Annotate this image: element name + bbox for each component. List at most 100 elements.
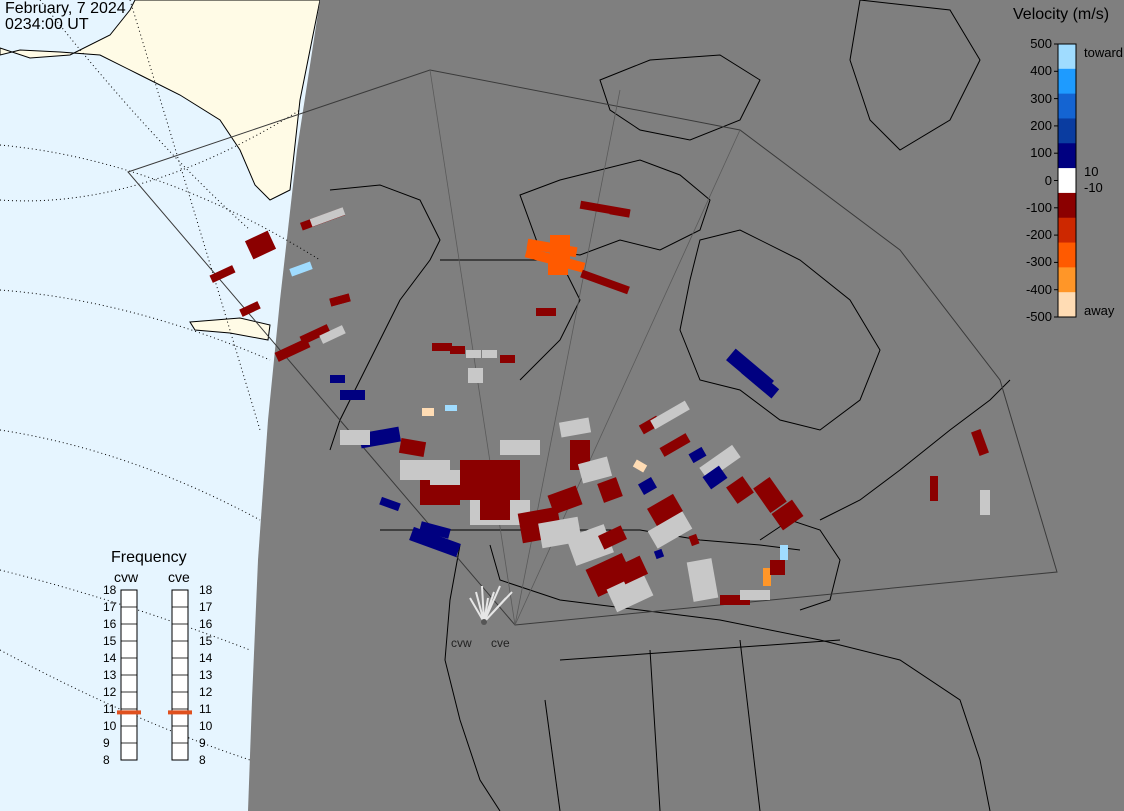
radar-scatter-cell xyxy=(500,355,515,363)
radar-scatter-cell xyxy=(740,363,780,399)
colorbar-title: Velocity (m/s) xyxy=(1013,6,1110,23)
radar-scatter-cell xyxy=(422,408,434,416)
radar-scatter-cell xyxy=(274,338,311,362)
radar-scatter-cell xyxy=(482,350,497,358)
radar-scatter-cell xyxy=(930,476,938,501)
colorbar-segment xyxy=(1058,242,1076,268)
frequency-marker xyxy=(117,710,141,715)
radar-scatter-cell xyxy=(450,346,465,354)
latitude-gridline xyxy=(0,649,251,761)
colorbar-tick-label: 200 xyxy=(1030,117,1052,133)
near-range-beam xyxy=(481,585,485,623)
colorbar-segment xyxy=(1058,192,1076,219)
latitude-gridline xyxy=(0,109,301,202)
colorbar-tick-label: 100 xyxy=(1030,145,1052,161)
latitude-gridline xyxy=(0,569,251,651)
radar-scatter-cell xyxy=(688,533,700,547)
radar-scatter-cell xyxy=(580,269,630,295)
radar-scatter-cell xyxy=(430,470,460,485)
radar-scatter-cell xyxy=(598,525,627,550)
time-label: 0234:00 UT xyxy=(5,16,89,33)
radar-scatter-cell xyxy=(244,230,277,260)
alaska-daylit-land xyxy=(0,0,321,201)
coastline-border xyxy=(444,544,501,811)
radar-scatter-cell xyxy=(606,572,654,613)
colorbar-tick-label: -100 xyxy=(1025,199,1052,215)
radar-scatter-cell xyxy=(239,301,261,317)
radar-scatter-cell xyxy=(688,446,707,464)
frequency-tick-label: 18 xyxy=(199,583,213,597)
frequency-tick-label: 18 xyxy=(103,583,117,597)
colorbar-toward-label: toward xyxy=(1084,45,1124,60)
radar-scatter-cell xyxy=(299,324,331,345)
radar-scatter-cell xyxy=(763,568,771,586)
radar-scatter-cell xyxy=(740,590,770,600)
frequency-tick-label: 10 xyxy=(103,719,117,733)
coastline-border xyxy=(649,649,661,811)
latitude-gridline xyxy=(39,0,251,231)
radar-scatter-cell xyxy=(726,476,754,504)
coastline-border xyxy=(440,259,581,381)
radar-scatter-cell xyxy=(480,480,510,520)
frequency-tick-label: 14 xyxy=(199,651,213,665)
frequency-radar-cvw-label: cvw xyxy=(114,569,139,585)
radar-scatter-cell xyxy=(686,558,719,602)
radar-scatter-cell xyxy=(524,247,586,273)
colorbar-segment xyxy=(1058,68,1076,95)
frequency-tick-label: 8 xyxy=(103,753,110,767)
radar-scatter-cell xyxy=(398,437,427,458)
radar-scatter-cell xyxy=(340,430,370,445)
radar-scatter-cell xyxy=(419,521,451,539)
frequency-marker xyxy=(168,710,192,715)
coastline-border xyxy=(559,639,841,661)
alaska-peninsula xyxy=(189,317,271,341)
radar-scatter-cell xyxy=(616,555,649,585)
frequency-tick-label: 12 xyxy=(103,685,117,699)
radar-scatter-cell xyxy=(753,476,787,514)
radar-scatter-cell xyxy=(547,485,583,515)
frequency-tick-label: 16 xyxy=(199,617,213,631)
near-range-beam xyxy=(475,591,485,623)
frequency-tick-label: 15 xyxy=(103,634,117,648)
frequency-tick-label: 15 xyxy=(199,634,213,648)
frequency-tick-label: 14 xyxy=(103,651,117,665)
frequency-tick-label: 11 xyxy=(103,702,116,716)
coastline-border xyxy=(819,379,1011,521)
colorbar-tick-label: 400 xyxy=(1030,63,1052,79)
colorbar-segment xyxy=(1058,118,1076,144)
colorbar-tick-label: 0 xyxy=(1044,172,1052,188)
frequency-tick-label: 17 xyxy=(199,600,213,614)
radar-field-of-view xyxy=(127,69,1058,626)
colorbar-segment xyxy=(1058,267,1076,293)
frequency-tick-label: 13 xyxy=(103,668,117,682)
radar-scatter-cell xyxy=(466,350,481,358)
frequency-tick-label: 9 xyxy=(103,736,110,750)
coastline-border xyxy=(849,0,981,151)
colorbar-segment xyxy=(1058,217,1076,244)
coastline-border xyxy=(544,699,561,811)
radar-scatter-cell xyxy=(780,545,788,560)
radar-scatter-cell xyxy=(609,206,631,218)
colorbar-tick-label: -500 xyxy=(1025,309,1052,324)
radar-scatter-cell xyxy=(647,511,693,549)
frequency-radar-cve-label: cve xyxy=(168,569,190,585)
colorbar-segment xyxy=(1058,93,1076,119)
colorbar-segment xyxy=(1058,143,1076,169)
radar-scatter-cell xyxy=(650,400,690,430)
radar-scatter-cell xyxy=(638,477,657,495)
radar-scatter-cell xyxy=(309,207,346,227)
colorbar-segment xyxy=(1058,292,1076,318)
radar-scatter-cell xyxy=(468,368,483,383)
latitude-gridline xyxy=(129,0,261,431)
radar-scatter-cell xyxy=(771,499,804,531)
radar-scatter-cell xyxy=(971,429,989,456)
radar-scatter-cell xyxy=(445,405,457,411)
radar-scatter-cell xyxy=(409,526,461,558)
radar-scatter-cell xyxy=(653,548,665,560)
colorbar-tick-label: -300 xyxy=(1025,254,1052,270)
colorbar-segment xyxy=(1058,44,1076,70)
frequency-tick-label: 9 xyxy=(199,736,206,750)
radar-scatter-cell xyxy=(577,456,613,484)
